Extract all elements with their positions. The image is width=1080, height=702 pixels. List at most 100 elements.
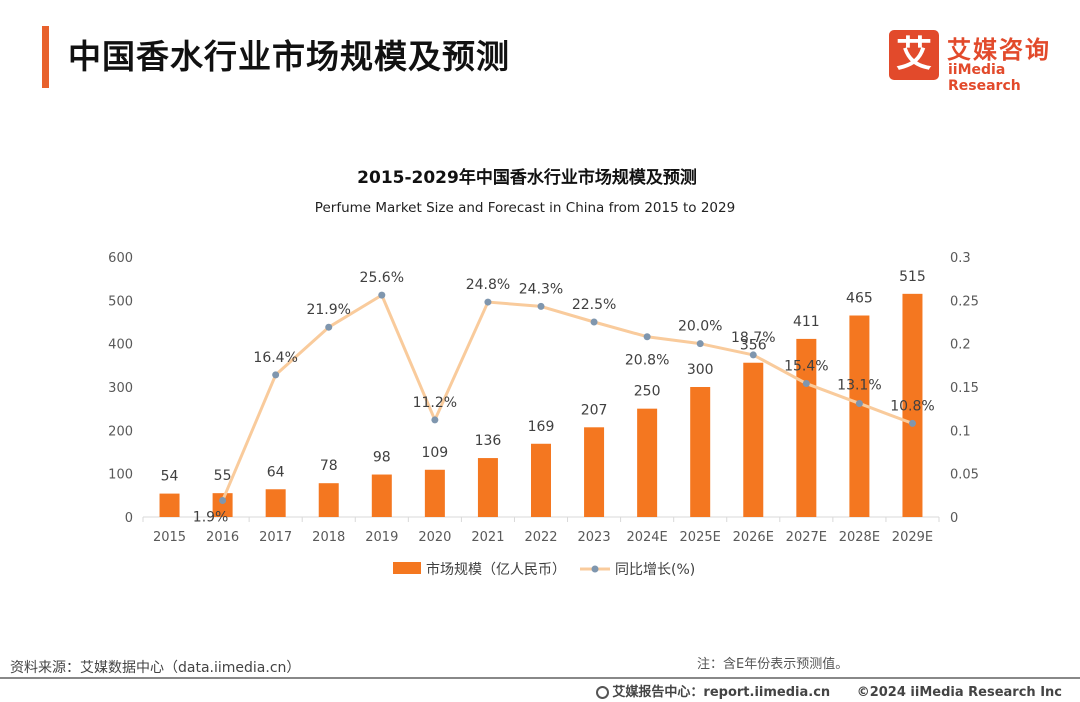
- y-left-tick-label: 100: [108, 468, 133, 483]
- bar-2021: [477, 458, 498, 517]
- bar-value-label: 169: [528, 419, 555, 435]
- market-size-chart: 2015-2029年中国香水行业市场规模及预测 Perfume Market Si…: [108, 167, 979, 578]
- y-left-tick-label: 600: [108, 251, 133, 266]
- report-center-link[interactable]: 艾媒报告中心：report.iimedia.cn: [612, 685, 831, 700]
- page-title: 中国香水行业市场规模及预测: [68, 37, 510, 76]
- growth-value-label: 11.2%: [413, 395, 457, 411]
- growth-point-2023: [590, 318, 598, 326]
- growth-point-2026E: [749, 351, 757, 359]
- bar-value-label: 136: [475, 433, 502, 449]
- y-left-tick-label: 500: [108, 294, 133, 309]
- bar-value-label: 98: [373, 450, 391, 466]
- bar-value-label: 250: [634, 384, 661, 400]
- legend-line-marker: [591, 565, 599, 573]
- copyright-text: ©2024 iiMedia Research Inc: [856, 685, 1062, 700]
- x-tick-label: 2028E: [839, 530, 880, 545]
- growth-value-label: 24.3%: [519, 281, 563, 297]
- growth-value-label: 20.8%: [625, 353, 669, 369]
- bar-2024E: [637, 408, 658, 517]
- bar-2016: [212, 493, 233, 517]
- chart-subtitle: Perfume Market Size and Forecast in Chin…: [315, 200, 735, 216]
- logo-mark: 艾: [889, 30, 939, 80]
- bar-value-label: 465: [846, 291, 873, 307]
- bar-2022: [531, 443, 551, 517]
- growth-point-2019: [378, 291, 386, 299]
- logo-name-cn: 艾媒咨询: [947, 36, 1051, 64]
- y-right-tick-label: 0: [950, 511, 958, 526]
- bar-value-label: 515: [899, 269, 926, 285]
- growth-value-label: 21.9%: [306, 302, 350, 318]
- growth-point-2018: [325, 323, 333, 331]
- x-tick-label: 2025E: [680, 530, 721, 545]
- bar-2015: [159, 493, 180, 517]
- y-left-tick-label: 200: [108, 424, 133, 439]
- legend-bar-label: 市场规模（亿人民币）: [426, 561, 566, 578]
- growth-point-2017: [272, 371, 280, 379]
- bar-value-label: 64: [267, 464, 285, 480]
- growth-value-label: 1.9%: [193, 510, 229, 526]
- bar-value-label: 300: [687, 362, 714, 378]
- growth-point-2027E: [802, 380, 810, 388]
- growth-value-label: 24.8%: [466, 277, 510, 293]
- bar-2019: [371, 474, 392, 517]
- growth-point-2025E: [696, 340, 704, 348]
- growth-rate-line: [221, 293, 913, 502]
- y-right-tick-label: 0.25: [950, 294, 979, 309]
- x-tick-label: 2019: [365, 530, 398, 545]
- growth-point-2016: [219, 497, 227, 505]
- bar-value-label: 55: [214, 468, 232, 484]
- legend-line-label: 同比增长(%): [615, 562, 695, 578]
- growth-value-label: 13.1%: [837, 377, 881, 393]
- x-tick-label: 2024E: [626, 530, 667, 545]
- x-tick-label: 2015: [153, 530, 186, 545]
- x-tick-label: 2027E: [786, 530, 827, 545]
- bar-value-label: 109: [421, 445, 448, 461]
- x-tick-label: 2020: [418, 530, 451, 545]
- growth-point-2020: [431, 416, 439, 424]
- growth-value-label: 15.4%: [784, 359, 828, 375]
- bar-value-label: 207: [581, 402, 608, 418]
- y-left-tick-label: 0: [125, 511, 133, 526]
- title-accent-bar: [42, 26, 49, 88]
- bar-2028E: [849, 315, 870, 517]
- growth-point-2029E: [908, 419, 916, 427]
- x-tick-label: 2018: [312, 530, 345, 545]
- bar-2020: [424, 469, 445, 517]
- growth-value-label: 10.8%: [890, 398, 934, 414]
- legend-bar-swatch: [393, 562, 421, 574]
- footer-bar: 艾媒报告中心：report.iimedia.cn ©2024 iiMedia R…: [588, 681, 1062, 700]
- x-tick-label: 2022: [524, 530, 557, 545]
- growth-value-label: 20.0%: [678, 319, 722, 335]
- y-right-tick-label: 0.3: [950, 251, 971, 266]
- bar-2029E: [902, 293, 923, 517]
- growth-point-2028E: [855, 399, 863, 407]
- iimedia-logo: 艾 艾媒咨询 iiMedia Research: [889, 30, 1069, 94]
- y-right-tick-label: 0.15: [950, 381, 979, 396]
- growth-point-2022: [537, 302, 545, 310]
- bar-2017: [265, 489, 286, 517]
- growth-value-label: 22.5%: [572, 297, 616, 313]
- y-right-tick-label: 0.2: [950, 338, 971, 353]
- bar-value-label: 78: [320, 458, 338, 474]
- bar-2018: [318, 483, 339, 517]
- x-tick-label: 2029E: [892, 530, 933, 545]
- bar-2027E: [796, 338, 817, 517]
- bar-value-label: 356: [740, 338, 767, 354]
- growth-value-label: 25.6%: [360, 270, 404, 286]
- growth-point-2024E: [643, 333, 651, 341]
- footer-divider: [0, 677, 1080, 679]
- x-tick-label: 2016: [206, 530, 239, 545]
- bar-2025E: [690, 387, 711, 517]
- globe-icon: [596, 686, 610, 699]
- y-right-tick-label: 0.1: [950, 424, 971, 439]
- bar-value-label: 411: [793, 314, 820, 330]
- growth-value-label: 18.7%: [731, 330, 775, 346]
- data-source: 资料来源：艾媒数据中心（data.iimedia.cn）: [10, 660, 301, 676]
- growth-point-2021: [484, 298, 492, 306]
- forecast-note: 注：含E年份表示预测值。: [697, 657, 849, 672]
- bar-2026E: [743, 362, 764, 517]
- chart-title: 2015-2029年中国香水行业市场规模及预测: [357, 167, 697, 188]
- growth-value-label: 16.4%: [253, 350, 297, 366]
- y-right-tick-label: 0.05: [950, 468, 979, 483]
- logo-name-en: iiMedia Research: [948, 62, 1021, 94]
